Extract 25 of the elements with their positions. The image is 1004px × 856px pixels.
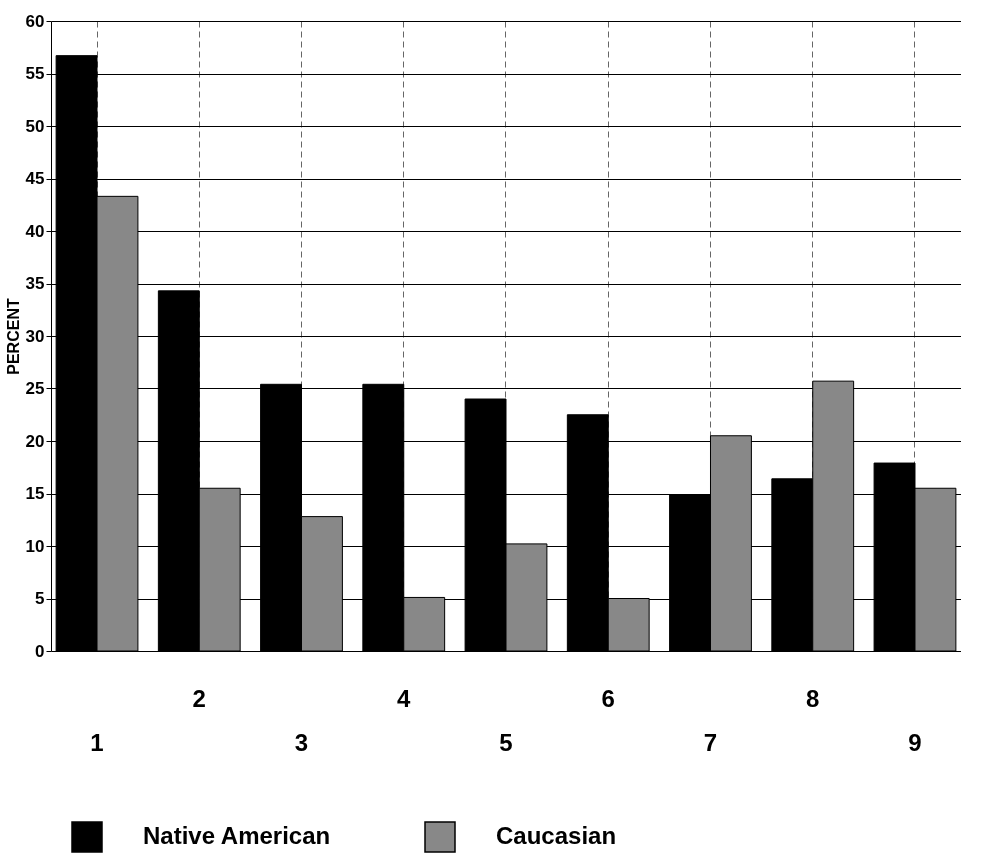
y-tick-label: 5 [35,589,45,608]
x-tick-label: 5 [499,728,513,756]
legend-label: Caucasian [496,822,617,849]
x-tick-label: 3 [294,728,309,756]
y-tick-label: 40 [25,221,45,241]
y-tick-label: 35 [25,274,45,293]
x-tick-label: 6 [601,684,615,712]
y-tick-label: 0 [35,641,45,661]
legend-label: Native American [143,822,331,849]
x-tick-label: 9 [908,728,922,756]
x-tick-label: 1 [90,728,104,756]
y-tick-label: 30 [25,326,45,346]
x-tick-label: 7 [703,728,718,756]
y-axis-title: PERCENT [4,298,22,375]
y-tick-label: 10 [25,536,45,556]
y-tick-label: 55 [25,64,45,83]
y-tick-label: 15 [25,484,45,503]
y-tick-label: 20 [25,431,45,451]
y-tick-label: 50 [25,116,45,136]
x-tick-label: 8 [806,684,820,712]
y-tick-label: 45 [25,169,45,188]
y-tick-label: 25 [25,379,45,398]
x-tick-label: 2 [192,684,206,712]
y-tick-label: 60 [25,11,45,31]
x-tick-label: 4 [397,684,412,712]
